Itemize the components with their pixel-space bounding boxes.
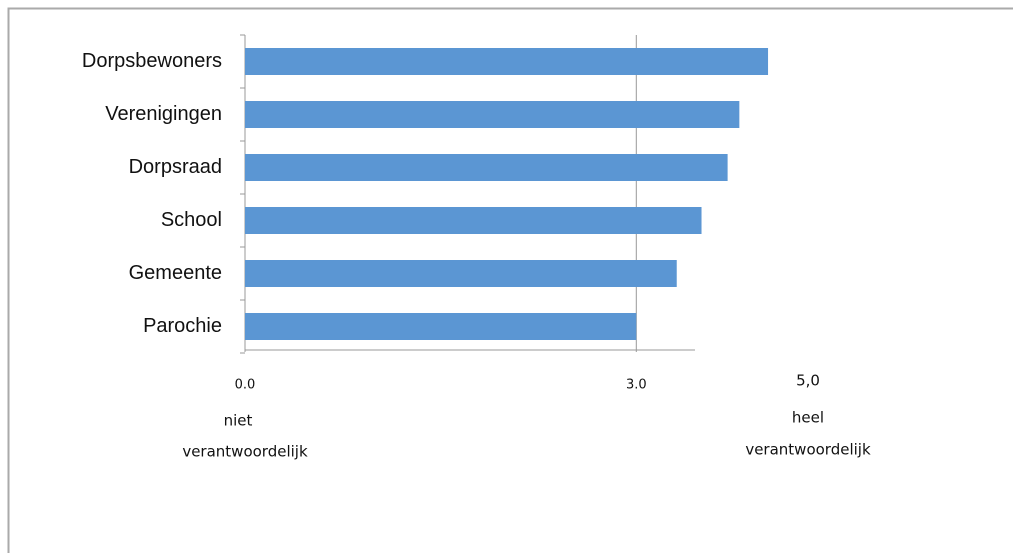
- annotation: niet: [224, 412, 253, 430]
- y-tick-label: Verenigingen: [105, 103, 222, 125]
- frame: [7, 7, 1013, 553]
- annotation: verantwoordelijk: [182, 443, 308, 461]
- y-tick-label: Gemeente: [129, 262, 222, 284]
- bar: [245, 101, 740, 128]
- x-tick-label: 3.0: [626, 378, 647, 393]
- bar: [245, 313, 637, 340]
- y-tick-label: School: [161, 209, 222, 231]
- annotation: verantwoordelijk: [745, 441, 871, 459]
- y-tick-label: Parochie: [143, 315, 222, 337]
- annotation: heel: [792, 409, 824, 427]
- bar: [245, 48, 769, 75]
- y-tick-label: Dorpsraad: [129, 156, 222, 178]
- bar: [245, 207, 702, 234]
- annotation: 5,0: [796, 372, 820, 390]
- bar: [245, 260, 677, 287]
- y-tick-label: Dorpsbewoners: [82, 50, 222, 72]
- bar: [245, 154, 728, 181]
- x-tick-label: 0.0: [235, 378, 256, 393]
